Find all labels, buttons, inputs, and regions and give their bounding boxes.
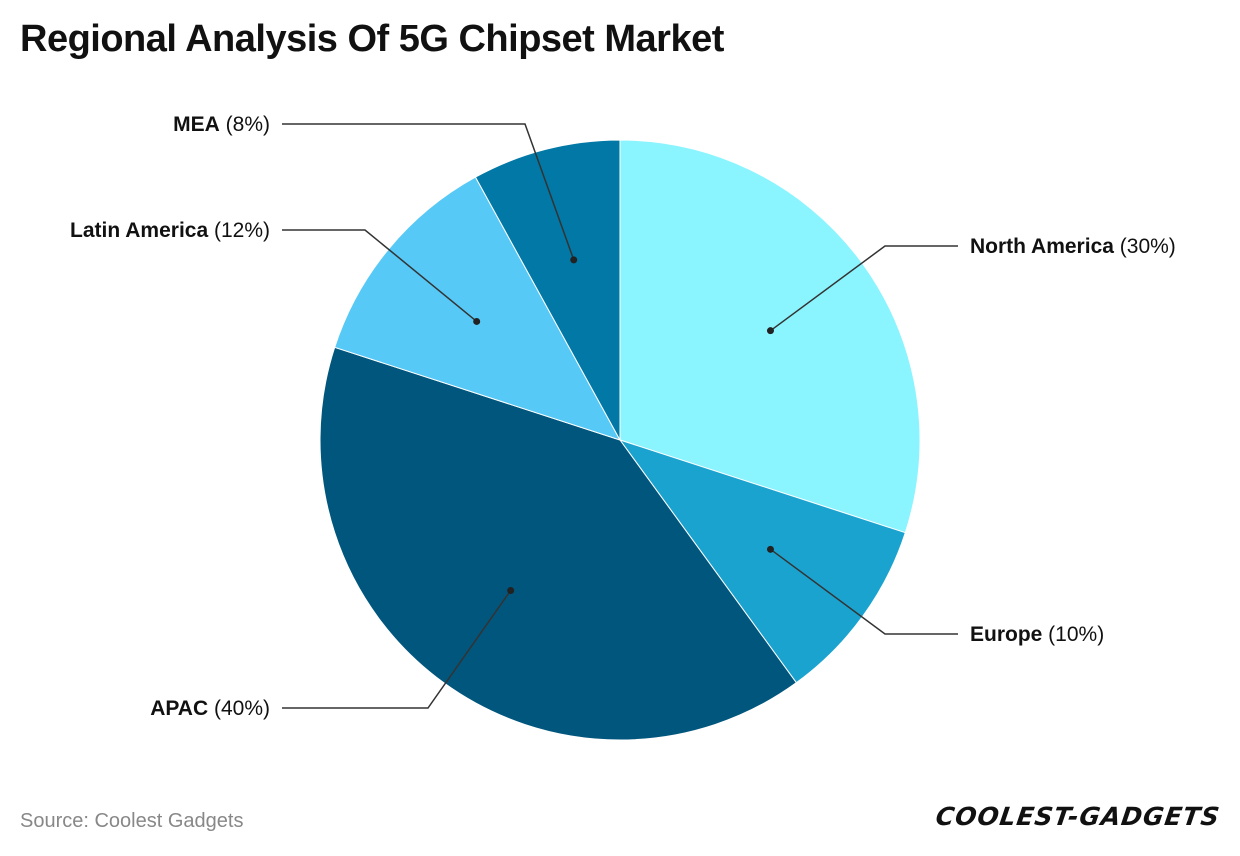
- slice-label-percent: (8%): [220, 113, 270, 136]
- chart-title: Regional Analysis Of 5G Chipset Market: [20, 18, 724, 60]
- slice-label-name: Europe: [970, 623, 1042, 646]
- pie-slice-north-america: [619, 139, 921, 534]
- leader-line-apac: [282, 590, 512, 709]
- slice-label-percent: (30%): [1114, 235, 1176, 258]
- pie-slices: [319, 139, 921, 741]
- slice-label-north-america: North America (30%): [970, 235, 1176, 258]
- leader-line-north-america: [770, 245, 958, 332]
- slice-label-name: Latin America: [70, 219, 208, 242]
- pie-slice-apac: [319, 346, 798, 741]
- leader-dot-north-america: [766, 327, 774, 335]
- leader-dot-apac: [507, 586, 515, 594]
- pie-slice-europe: [618, 439, 906, 684]
- leader-dot-europe: [766, 545, 774, 553]
- slice-label-percent: (12%): [208, 219, 270, 242]
- slice-label-name: North America: [970, 235, 1114, 258]
- leader-line-mea: [282, 123, 575, 261]
- slice-label-percent: (10%): [1042, 623, 1104, 646]
- pie-slice-mea: [474, 139, 621, 441]
- leader-line-latin-america: [282, 229, 478, 323]
- source-note: Source: Coolest Gadgets: [20, 810, 244, 832]
- slice-label-name: APAC: [150, 697, 208, 720]
- slice-labels: North America (30%) Europe (10%) APAC (40%…: [70, 113, 1176, 720]
- slice-label-name: MEA: [173, 113, 220, 136]
- slice-label-apac: APAC (40%): [150, 697, 270, 720]
- leader-dot-mea: [570, 256, 578, 264]
- leader-dot-latin-america: [473, 317, 481, 325]
- slice-label-mea: MEA (8%): [173, 113, 270, 136]
- leader-lines: [282, 123, 958, 709]
- leader-line-europe: [770, 548, 958, 635]
- brand-logo: COOLEST-GADGETS: [933, 802, 1222, 831]
- slice-label-latin-america: Latin America (12%): [70, 219, 270, 242]
- slice-label-europe: Europe (10%): [970, 623, 1104, 646]
- slice-label-percent: (40%): [208, 697, 270, 720]
